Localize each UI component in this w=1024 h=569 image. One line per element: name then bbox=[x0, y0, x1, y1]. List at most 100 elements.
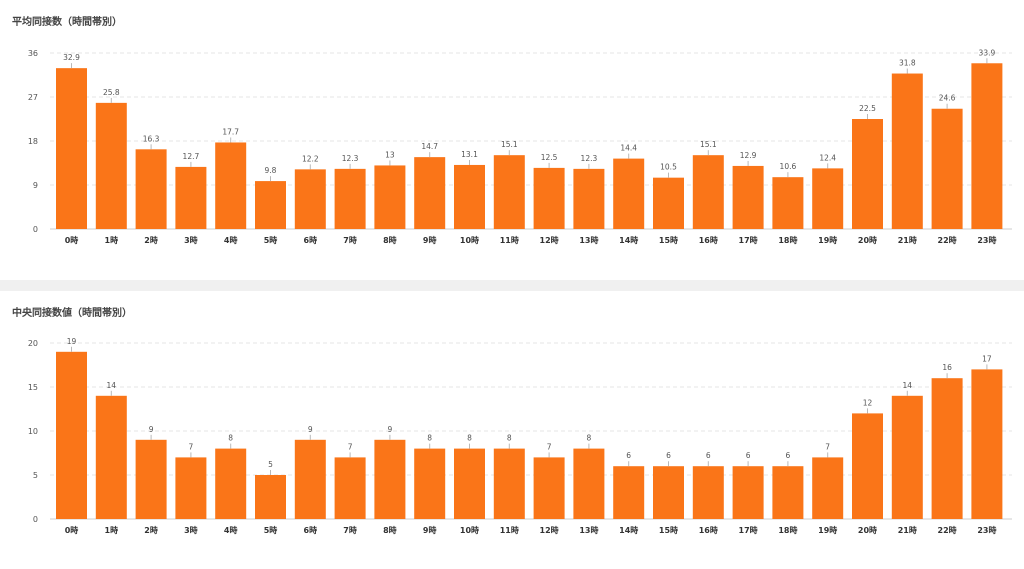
median-viewers-bar[interactable] bbox=[135, 439, 167, 519]
avg-viewers-bar[interactable] bbox=[294, 169, 326, 229]
median-viewers-x-tick-label: 6時 bbox=[304, 525, 318, 535]
median-viewers-bar[interactable] bbox=[772, 466, 804, 519]
median-viewers-x-tick-label: 15時 bbox=[659, 525, 678, 535]
median-viewers-x-tick-label: 20時 bbox=[858, 525, 877, 535]
median-viewers-bar[interactable] bbox=[414, 448, 446, 519]
avg-viewers-bar[interactable] bbox=[255, 181, 286, 229]
median-viewers-data-label: 9 bbox=[308, 425, 313, 434]
median-viewers-bar[interactable] bbox=[374, 439, 406, 519]
median-viewers-data-label: 5 bbox=[268, 460, 273, 469]
median-viewers-bar[interactable] bbox=[971, 369, 1003, 519]
median-viewers-x-tick-label: 16時 bbox=[699, 525, 718, 535]
avg-viewers-bar[interactable] bbox=[573, 168, 605, 229]
median-viewers-x-tick-label: 2時 bbox=[144, 525, 158, 535]
avg-viewers-bar[interactable] bbox=[852, 119, 883, 229]
median-viewers-x-tick-label: 14時 bbox=[619, 525, 638, 535]
avg-viewers-data-label: 12.5 bbox=[541, 153, 558, 162]
avg-viewers-bar[interactable] bbox=[732, 165, 764, 229]
avg-viewers-bar[interactable] bbox=[175, 166, 207, 229]
median-viewers-data-label: 8 bbox=[467, 434, 472, 443]
avg-viewers-x-tick-label: 5時 bbox=[264, 235, 278, 245]
avg-viewers-panel: 平均同接数（時間帯別） 0 9 18 27 36 32.9 0時 25.8 1時 16.3 2時 12… bbox=[0, 0, 1024, 280]
median-viewers-bar[interactable] bbox=[732, 466, 764, 519]
avg-viewers-y-tick-label: 9 bbox=[33, 181, 38, 190]
median-viewers-data-label: 8 bbox=[507, 434, 512, 443]
median-viewers-x-tick-label: 3時 bbox=[184, 525, 198, 535]
median-viewers-bar[interactable] bbox=[852, 413, 883, 519]
avg-viewers-bar[interactable] bbox=[95, 102, 127, 229]
panel-separator bbox=[0, 280, 1024, 291]
avg-viewers-bar[interactable] bbox=[931, 108, 963, 229]
avg-viewers-x-tick-label: 19時 bbox=[818, 235, 837, 245]
median-viewers-x-tick-label: 11時 bbox=[500, 525, 519, 535]
median-viewers-bar[interactable] bbox=[175, 457, 207, 519]
avg-viewers-data-label: 12.9 bbox=[740, 151, 757, 160]
avg-viewers-bar[interactable] bbox=[215, 142, 247, 229]
median-viewers-data-label: 9 bbox=[388, 425, 393, 434]
median-viewers-bar[interactable] bbox=[294, 439, 326, 519]
avg-viewers-bar[interactable] bbox=[613, 158, 645, 229]
avg-viewers-bar[interactable] bbox=[772, 177, 804, 229]
median-viewers-bar[interactable] bbox=[812, 457, 844, 519]
median-viewers-panel: 中央同接数値（時間帯別） 0 5 10 15 20 19 0時 14 1時 9 2時 7 3時 8 4時 5 5… bbox=[0, 291, 1024, 569]
median-viewers-y-tick-label: 20 bbox=[28, 339, 38, 348]
median-viewers-data-label: 8 bbox=[228, 434, 233, 443]
avg-viewers-bar[interactable] bbox=[135, 149, 167, 229]
median-viewers-data-label: 14 bbox=[107, 381, 117, 390]
median-viewers-x-tick-label: 22時 bbox=[938, 525, 957, 535]
median-viewers-x-tick-label: 0時 bbox=[65, 525, 79, 535]
avg-viewers-bar[interactable] bbox=[56, 68, 87, 230]
median-viewers-data-label: 8 bbox=[427, 434, 432, 443]
median-viewers-bar[interactable] bbox=[613, 466, 645, 519]
median-viewers-bar[interactable] bbox=[931, 378, 963, 519]
median-viewers-bar[interactable] bbox=[653, 466, 684, 519]
avg-viewers-x-tick-label: 17時 bbox=[739, 235, 758, 245]
avg-viewers-x-tick-label: 7時 bbox=[343, 235, 357, 245]
avg-viewers-y-tick-label: 36 bbox=[28, 49, 38, 58]
avg-viewers-bar[interactable] bbox=[374, 165, 406, 229]
median-viewers-bar[interactable] bbox=[334, 457, 366, 519]
avg-viewers-bar[interactable] bbox=[692, 155, 724, 229]
avg-viewers-data-label: 14.4 bbox=[620, 144, 637, 153]
avg-viewers-bar[interactable] bbox=[533, 167, 565, 229]
median-viewers-data-label: 12 bbox=[863, 398, 873, 407]
median-viewers-bar[interactable] bbox=[493, 448, 525, 519]
median-viewers-x-tick-label: 17時 bbox=[739, 525, 758, 535]
avg-viewers-bar[interactable] bbox=[812, 168, 844, 229]
avg-viewers-bar[interactable] bbox=[653, 177, 684, 229]
median-viewers-x-tick-label: 9時 bbox=[423, 525, 437, 535]
median-viewers-bar[interactable] bbox=[891, 395, 923, 519]
median-viewers-x-tick-label: 4時 bbox=[224, 525, 238, 535]
avg-viewers-x-tick-label: 23時 bbox=[977, 235, 996, 245]
median-viewers-bar[interactable] bbox=[95, 395, 127, 519]
median-viewers-data-label: 16 bbox=[942, 363, 952, 372]
avg-viewers-x-tick-label: 8時 bbox=[383, 235, 397, 245]
median-viewers-bar[interactable] bbox=[255, 475, 286, 519]
avg-viewers-x-tick-label: 4時 bbox=[224, 235, 238, 245]
avg-viewers-bar[interactable] bbox=[454, 164, 485, 229]
avg-viewers-bar[interactable] bbox=[891, 73, 923, 230]
median-viewers-bar[interactable] bbox=[56, 351, 87, 519]
avg-viewers-bar[interactable] bbox=[334, 168, 366, 229]
avg-viewers-data-label: 10.5 bbox=[660, 163, 677, 172]
median-viewers-data-label: 7 bbox=[825, 442, 830, 451]
avg-viewers-x-tick-label: 11時 bbox=[500, 235, 519, 245]
median-viewers-data-label: 7 bbox=[547, 442, 552, 451]
median-viewers-data-label: 7 bbox=[189, 442, 194, 451]
median-viewers-bar[interactable] bbox=[573, 448, 605, 519]
avg-viewers-bar[interactable] bbox=[971, 63, 1003, 230]
median-viewers-data-label: 14 bbox=[903, 381, 913, 390]
median-viewers-bar[interactable] bbox=[215, 448, 247, 519]
avg-viewers-bar[interactable] bbox=[414, 157, 446, 229]
avg-viewers-data-label: 13.1 bbox=[461, 150, 478, 159]
avg-viewers-data-label: 9.8 bbox=[265, 166, 277, 175]
median-viewers-x-tick-label: 12時 bbox=[540, 525, 559, 535]
median-viewers-bar[interactable] bbox=[454, 448, 485, 519]
median-viewers-bar[interactable] bbox=[692, 466, 724, 519]
median-viewers-bar[interactable] bbox=[533, 457, 565, 519]
median-viewers-x-tick-label: 5時 bbox=[264, 525, 278, 535]
avg-viewers-data-label: 31.8 bbox=[899, 59, 916, 68]
avg-viewers-bar[interactable] bbox=[493, 155, 525, 229]
median-viewers-y-tick-label: 5 bbox=[33, 471, 38, 480]
avg-viewers-x-tick-label: 13時 bbox=[579, 235, 598, 245]
